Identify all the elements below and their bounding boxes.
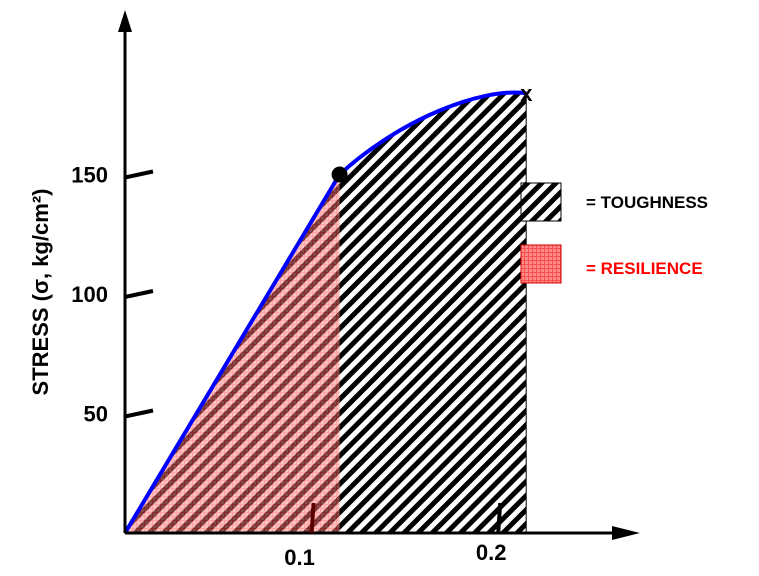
y-axis-label: STRESS (σ, kg/cm²) bbox=[28, 189, 53, 396]
legend-swatch-resilience bbox=[520, 244, 562, 284]
fracture-marker: x bbox=[520, 81, 533, 106]
elastic-limit-point bbox=[331, 166, 348, 183]
x-tick-label: 0.1 bbox=[284, 545, 315, 570]
legend-swatch-toughness bbox=[520, 182, 562, 222]
y-tick-label: 100 bbox=[71, 282, 108, 307]
y-tick-mark bbox=[124, 169, 154, 180]
x-tick-mark bbox=[496, 502, 503, 534]
y-tick-mark bbox=[124, 289, 154, 299]
legend-label-toughness: = TOUGHNESS bbox=[586, 193, 708, 212]
legend: = TOUGHNESS = RESILIENCE bbox=[520, 182, 708, 284]
y-tick-label: 150 bbox=[71, 163, 108, 188]
y-tick-label: 50 bbox=[84, 402, 108, 427]
x-axis-arrow bbox=[612, 526, 640, 540]
y-axis-arrow bbox=[118, 10, 132, 32]
x-tick-label: 0.2 bbox=[476, 540, 507, 565]
legend-label-resilience: = RESILIENCE bbox=[586, 259, 703, 278]
stress-strain-curve bbox=[123, 90, 527, 535]
y-ticks: 50 100 150 bbox=[71, 163, 154, 427]
x-ticks: 0.1 0.2 bbox=[284, 502, 507, 570]
x-tick-mark bbox=[309, 502, 316, 534]
y-tick-mark bbox=[124, 408, 154, 419]
